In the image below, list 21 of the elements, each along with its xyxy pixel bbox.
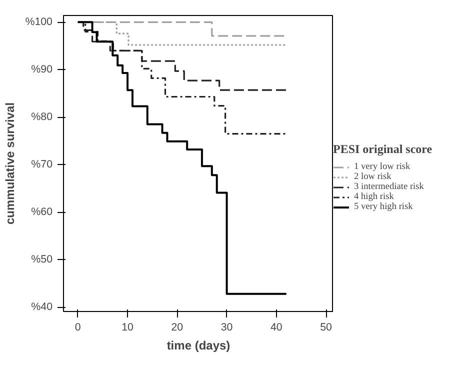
legend-label: 2 low risk: [354, 172, 392, 182]
x-tick-label: 0: [74, 322, 81, 334]
y-tick-label: %100: [25, 16, 53, 28]
y-axis-title: cummulative survival: [3, 102, 18, 225]
legend-label: 1 very low risk: [354, 162, 410, 172]
x-tick-label: 20: [171, 322, 184, 334]
legend-label: 5 very high risk: [354, 202, 413, 212]
y-tick-label: %50: [31, 254, 53, 266]
legend-title: PESI original score: [333, 142, 432, 157]
x-tick-label: 50: [320, 322, 332, 334]
y-tick-label: %70: [31, 158, 53, 171]
legend-label: 3 intermediate risk: [354, 182, 424, 192]
y-tick-label: %90: [31, 64, 53, 76]
y-tick-label: %80: [31, 111, 53, 124]
y-tick-label: %60: [31, 206, 53, 218]
x-axis-title: time (days): [166, 338, 230, 352]
x-tick-label: 40: [270, 322, 282, 334]
x-tick-label: 30: [220, 322, 233, 334]
y-tick-label: %40: [31, 301, 53, 314]
legend-label: 4 high risk: [354, 192, 394, 202]
x-tick-label: 10: [122, 322, 134, 334]
